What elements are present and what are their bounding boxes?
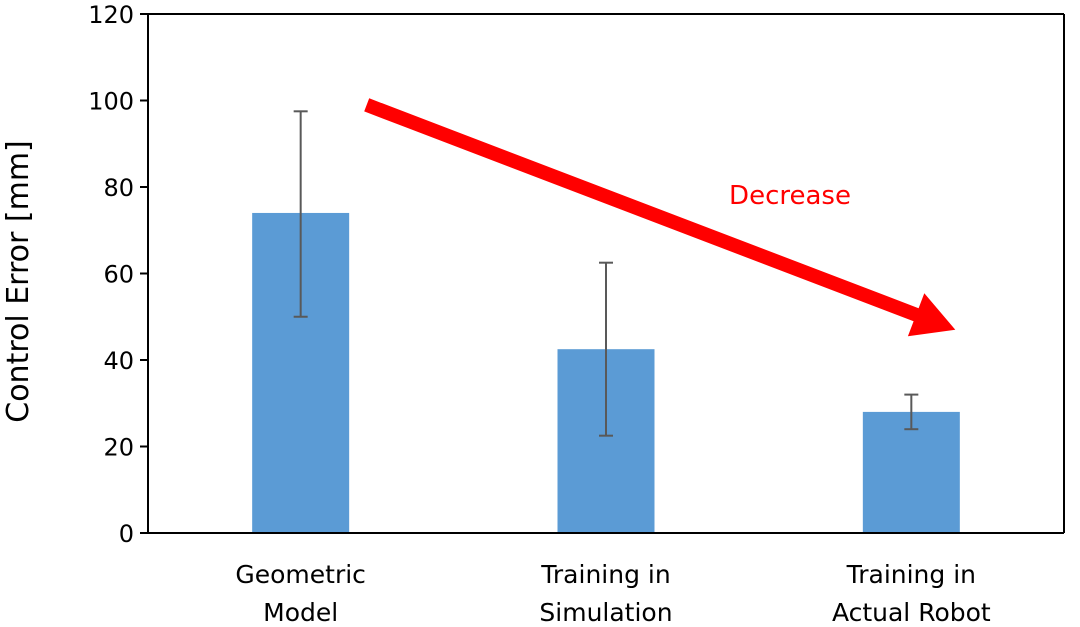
- y-tick-label: 60: [103, 261, 134, 289]
- x-category-label: Training in: [540, 560, 670, 589]
- y-tick-label: 20: [103, 434, 134, 462]
- annotation-layer: Decrease: [364, 98, 956, 337]
- x-category-label: Actual Robot: [832, 598, 991, 627]
- x-category-label: Training in: [846, 560, 976, 589]
- decrease-annotation: Decrease: [729, 181, 851, 211]
- error-bar-1: [599, 261, 613, 437]
- axes-layer: [140, 13, 1065, 534]
- error-bars-layer: [293, 110, 919, 437]
- labels-layer: 0 20 40 60 80 100 120 Geometric Model Training in…: [88, 1, 991, 627]
- x-category-label: Simulation: [539, 598, 672, 627]
- error-bar-2: [904, 393, 919, 431]
- decrease-arrow: [364, 98, 956, 337]
- x-category-label: Geometric: [235, 560, 366, 589]
- y-tick-label: 120: [88, 1, 134, 29]
- y-tick-label: 40: [103, 347, 134, 375]
- y-axis-title: Control Error [mm]: [1, 140, 36, 423]
- bar-2: [862, 411, 960, 533]
- x-category-label: Model: [263, 598, 338, 627]
- y-tick-label: 0: [119, 520, 134, 548]
- y-tick-label: 100: [88, 88, 134, 116]
- error-bar-0: [293, 110, 308, 318]
- y-tick-label: 80: [103, 174, 134, 202]
